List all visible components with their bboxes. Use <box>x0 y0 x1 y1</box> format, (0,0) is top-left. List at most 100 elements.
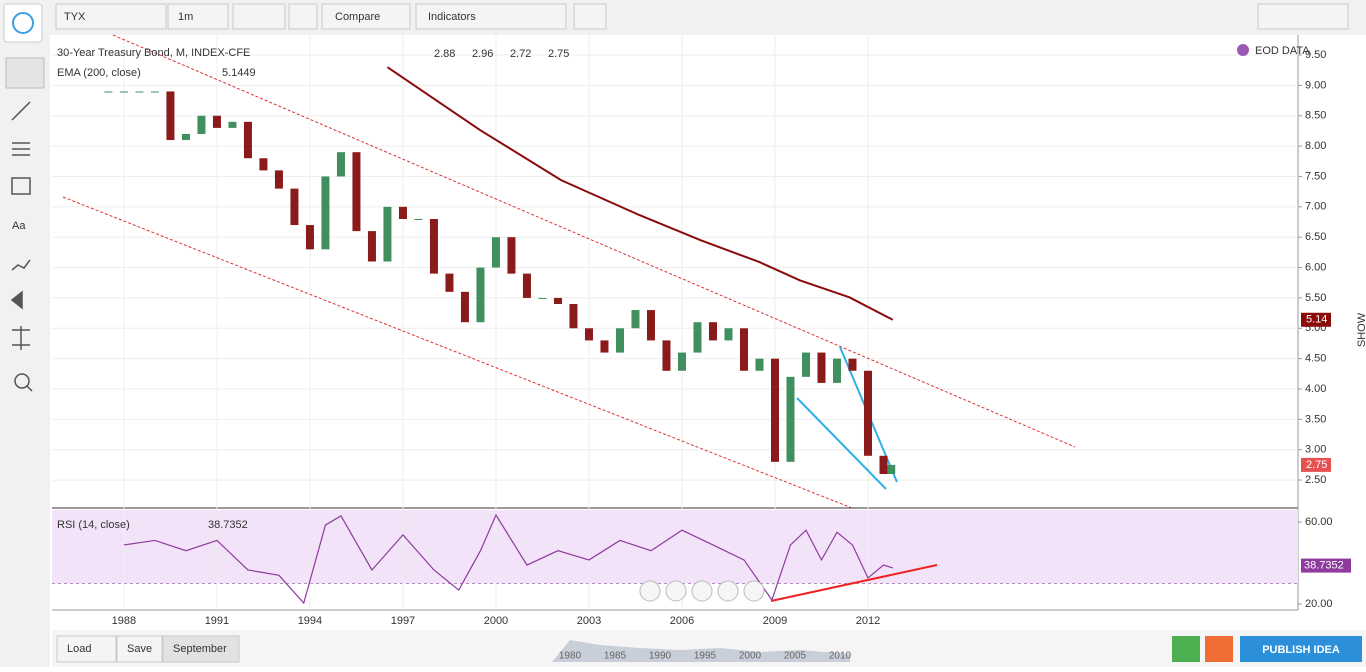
candle <box>445 273 454 292</box>
candle <box>662 340 671 371</box>
tweet-btn[interactable] <box>1205 636 1233 662</box>
eod: EOD DATA <box>1255 45 1310 57</box>
candle <box>887 464 896 474</box>
compare-btn[interactable] <box>321 3 411 30</box>
candle <box>724 328 733 341</box>
y-tick-label: 3.50 <box>1305 413 1326 425</box>
candle <box>429 218 438 274</box>
snapshot-btn[interactable] <box>1172 636 1200 662</box>
high: 2.96 <box>472 48 493 60</box>
candle <box>569 303 578 329</box>
candle <box>863 370 872 456</box>
candle <box>104 91 113 93</box>
y-tick-label: 4.00 <box>1305 383 1326 395</box>
rsi-band <box>52 510 1298 584</box>
navigator-label: 1985 <box>604 651 627 662</box>
symbol-box[interactable] <box>55 3 167 30</box>
ema-label: EMA (200, close) <box>57 67 141 79</box>
y-tick-label: 6.00 <box>1305 261 1326 273</box>
channel-line <box>112 34 1076 448</box>
load-btn[interactable] <box>56 635 117 663</box>
candle <box>755 358 764 371</box>
candle <box>739 328 748 371</box>
text-tool[interactable]: Aa <box>12 220 26 232</box>
tool-icons <box>10 101 33 392</box>
candle <box>491 237 500 268</box>
rsi-badge <box>1301 558 1351 573</box>
navigator-label: 1990 <box>649 651 672 662</box>
ema-line <box>386 66 894 321</box>
scroll-left[interactable] <box>639 580 661 602</box>
zoom-in[interactable] <box>717 580 739 602</box>
logo[interactable] <box>3 3 43 43</box>
candle <box>119 91 128 93</box>
chart-style[interactable] <box>232 3 286 30</box>
y-tick-label: 5.50 <box>1305 292 1326 304</box>
range: September <box>173 643 227 655</box>
close-badge-label: 2.75 <box>1306 459 1327 471</box>
candle <box>801 352 810 377</box>
navigator-label: 2000 <box>739 651 762 662</box>
show[interactable]: SHOW <box>1356 312 1366 347</box>
candle <box>693 322 702 353</box>
eod-icon <box>1237 44 1249 56</box>
candle <box>677 352 686 371</box>
x-tick-label: 2012 <box>856 615 880 627</box>
candle <box>708 322 717 341</box>
candle <box>135 91 144 93</box>
interval-box[interactable] <box>167 3 229 30</box>
publish-btn[interactable] <box>1240 636 1362 662</box>
save-btn[interactable] <box>116 635 163 663</box>
x-tick-label: 1991 <box>205 615 229 627</box>
candle <box>553 297 562 304</box>
candle <box>786 376 795 462</box>
candle <box>166 91 175 141</box>
candle <box>150 91 159 93</box>
candle <box>631 310 640 329</box>
x-tick-label: 1994 <box>298 615 322 627</box>
undo-redo[interactable] <box>1257 3 1349 30</box>
close: 2.75 <box>548 48 569 60</box>
candle <box>522 273 531 298</box>
open: 2.88 <box>434 48 455 60</box>
candle <box>321 176 330 250</box>
candle <box>243 121 252 159</box>
scroll-right[interactable] <box>743 580 765 602</box>
navigator-label: 1995 <box>694 651 717 662</box>
ema-value: 5.1449 <box>222 67 256 79</box>
navigator-label: 2005 <box>784 651 807 662</box>
zoom-out[interactable] <box>665 580 687 602</box>
candle <box>817 352 826 383</box>
symbol: TYX <box>64 11 86 23</box>
channel-line <box>62 196 853 509</box>
candle <box>367 231 376 262</box>
rsi-line <box>123 513 893 605</box>
settings[interactable] <box>288 3 318 30</box>
candle <box>305 225 314 250</box>
candle <box>615 328 624 353</box>
navigator-label: 1980 <box>559 651 582 662</box>
y-tick-label: 9.50 <box>1305 49 1326 61</box>
candle <box>398 206 407 219</box>
candle <box>770 358 779 462</box>
candle <box>274 170 283 189</box>
candle <box>600 340 609 353</box>
y-tick-label: 8.00 <box>1305 140 1326 152</box>
candle <box>414 218 423 220</box>
candle <box>383 206 392 262</box>
crosshair-tool[interactable] <box>5 57 45 89</box>
candle <box>352 152 361 232</box>
rsi-badge-label: 38.7352 <box>1304 559 1344 571</box>
candle <box>646 310 655 341</box>
ideas-btn[interactable] <box>573 3 607 30</box>
navigator[interactable] <box>552 640 850 662</box>
candle <box>290 188 299 226</box>
divergence-line <box>770 564 938 602</box>
reset[interactable] <box>691 580 713 602</box>
indicators-btn[interactable] <box>415 3 567 30</box>
range-btn[interactable] <box>162 635 240 663</box>
candle <box>197 115 206 134</box>
rsi-value: 38.7352 <box>208 519 248 531</box>
